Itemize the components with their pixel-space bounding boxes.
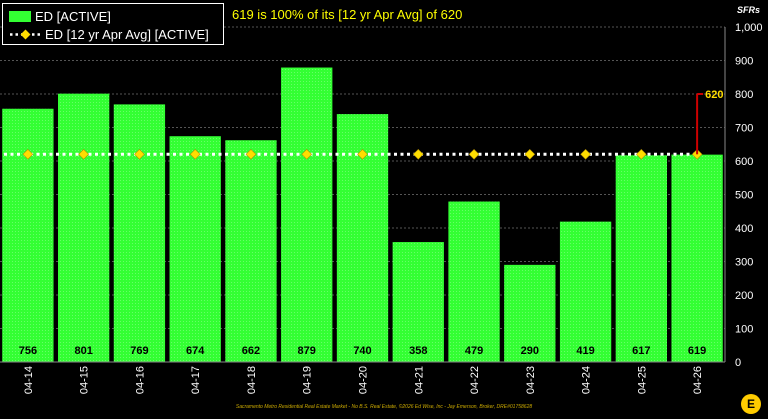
- bar-value-label: 674: [186, 345, 205, 357]
- average-marker: [636, 148, 647, 160]
- bar-value-label: 662: [242, 345, 260, 357]
- bar: [448, 201, 500, 362]
- footer-copyright: Sacramento Metro Residential Real Estate…: [235, 404, 533, 410]
- legend-label-active: ED [ACTIVE]: [35, 8, 111, 24]
- y-tick-label: 0: [735, 357, 741, 369]
- bar-value-label: 617: [632, 345, 650, 357]
- bar: [615, 155, 667, 362]
- x-tick-label: 04-14: [23, 366, 35, 394]
- average-marker: [189, 148, 201, 160]
- average-marker: [134, 148, 145, 160]
- bar: [2, 108, 54, 363]
- bar-value-label: 290: [521, 345, 539, 357]
- y-tick-label: 200: [735, 290, 753, 302]
- y-tick-label: 500: [735, 190, 753, 202]
- legend-item-active: ED [ACTIVE]: [9, 8, 111, 24]
- average-marker: [301, 148, 313, 160]
- bar: [169, 136, 221, 362]
- x-tick-label: 04-17: [190, 366, 202, 394]
- average-marker: [524, 148, 536, 160]
- y-tick-label: 100: [735, 324, 753, 336]
- x-tick-label: 04-26: [692, 366, 704, 394]
- bar: [225, 140, 277, 362]
- y-tick-label: 700: [735, 123, 753, 135]
- x-tick-label: 04-23: [525, 366, 537, 394]
- bar-value-label: 358: [409, 345, 427, 357]
- bar: [281, 67, 333, 362]
- average-marker: [468, 148, 480, 160]
- bar-value-label: 879: [298, 345, 316, 357]
- annotation: 620: [696, 89, 723, 155]
- lightning-logo: E: [741, 394, 761, 414]
- bar-value-label: 419: [576, 345, 594, 357]
- average-marker: [22, 148, 34, 160]
- x-tick-label: 04-20: [358, 366, 370, 394]
- average-marker: [357, 148, 368, 160]
- average-marker: [412, 148, 424, 160]
- chart-title: 619 is 100% of its [12 yr Apr Avg] of 62…: [232, 7, 463, 22]
- bar-value-label: 479: [465, 345, 483, 357]
- average-marker: [245, 148, 257, 160]
- bar-value-label: 740: [353, 345, 371, 357]
- y-axis-label: SFRs: [737, 5, 761, 15]
- bar: [113, 104, 166, 362]
- bar-value-label: 769: [130, 345, 148, 357]
- y-tick-label: 300: [735, 257, 753, 269]
- bar: [58, 93, 110, 362]
- x-axis: 04-14 04-15 04-16 04-17 04-18 04-19 04-20 04-21…: [23, 366, 704, 394]
- bar-value-label: 619: [688, 345, 706, 357]
- y-tick-label: 800: [735, 89, 753, 101]
- x-tick-label: 04-16: [134, 366, 146, 394]
- x-tick-label: 04-24: [581, 366, 593, 394]
- bar-labels: 756 801 769 674 662 879 740 358 479 290 419 617 619: [19, 345, 707, 357]
- bar-value-label: 801: [74, 345, 92, 357]
- legend-swatch-bar: [9, 10, 31, 22]
- y-tick-label: 1,000: [735, 22, 763, 34]
- x-tick-label: 04-21: [413, 366, 425, 394]
- x-tick-label: 04-19: [302, 366, 314, 394]
- x-tick-label: 04-22: [469, 366, 481, 394]
- bar-value-label: 756: [19, 345, 37, 357]
- bar: [671, 154, 723, 362]
- average-marker: [78, 148, 89, 160]
- legend: ED [ACTIVE] ED [12 yr Apr Avg] [ACTIVE]: [2, 3, 224, 45]
- bar: [504, 264, 556, 362]
- x-tick-label: 04-25: [636, 366, 648, 394]
- average-line: [4, 148, 703, 160]
- bars: [2, 67, 723, 363]
- annotation-label: 620: [705, 89, 723, 101]
- y-tick-label: 900: [735, 56, 753, 68]
- legend-item-average: ED [12 yr Apr Avg] [ACTIVE]: [9, 26, 209, 42]
- x-tick-label: 04-18: [246, 366, 258, 394]
- legend-label-average: ED [12 yr Apr Avg] [ACTIVE]: [45, 26, 209, 42]
- x-tick-label: 04-15: [79, 366, 91, 394]
- bar: [392, 242, 444, 362]
- y-tick-label: 600: [735, 156, 753, 168]
- legend-swatch-line: [10, 29, 42, 39]
- y-axis: 0 100 200 300 400 500 600 700 800 900 1,000: [0, 22, 763, 369]
- y-tick-label: 400: [735, 223, 753, 235]
- bar: [559, 221, 612, 362]
- average-marker: [580, 148, 591, 160]
